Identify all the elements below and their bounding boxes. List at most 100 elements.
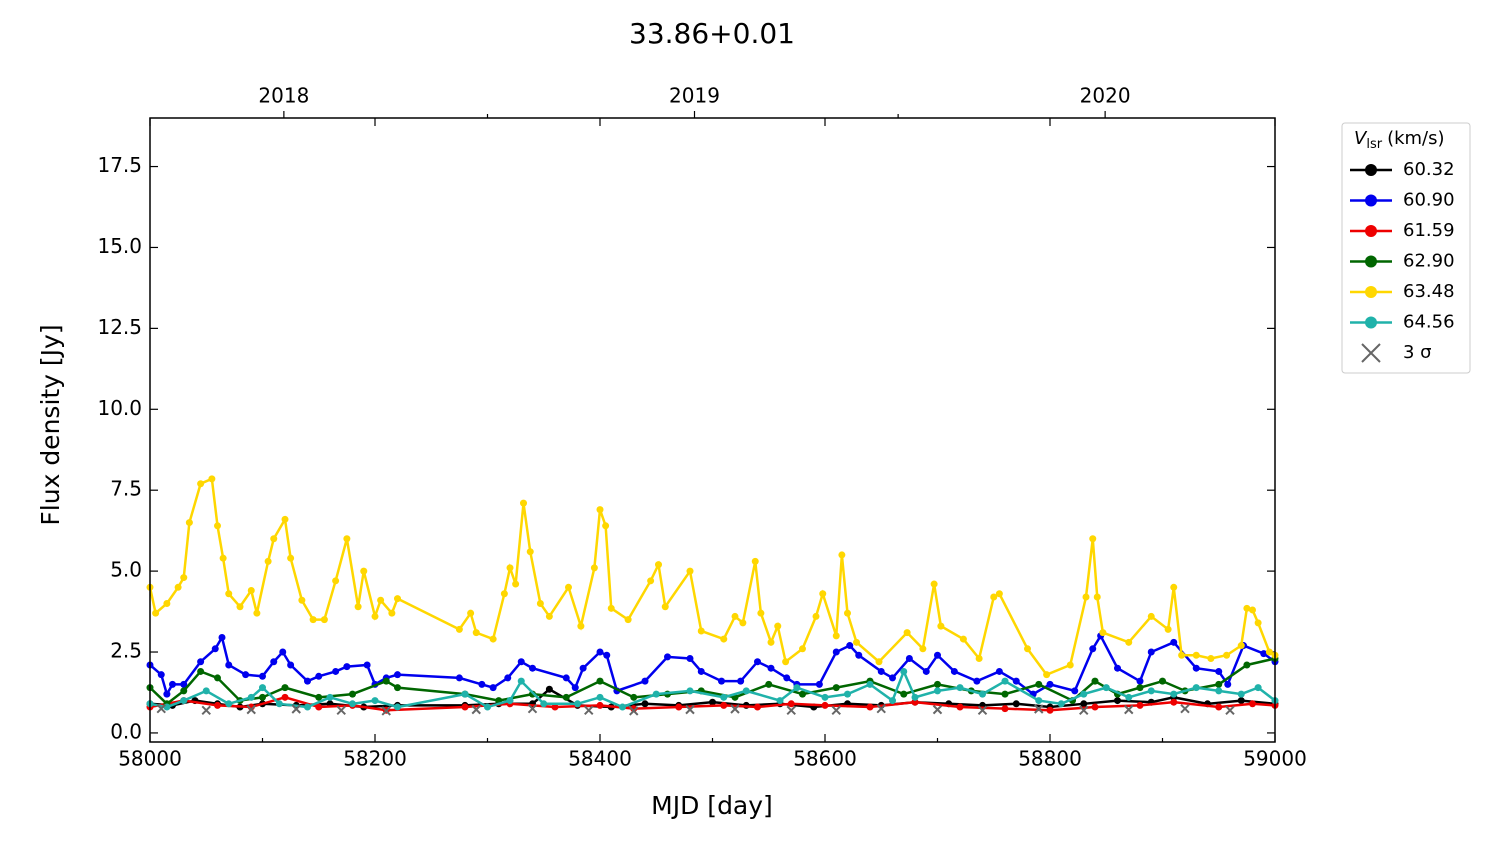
cross-marker (584, 705, 594, 715)
x2-tick-label: 2018 (258, 84, 309, 108)
data-point (1254, 684, 1262, 692)
cross-marker (246, 704, 256, 715)
x-tick-label: 58400 (568, 747, 632, 771)
data-point (866, 680, 874, 688)
data-point (304, 703, 311, 711)
data-point (371, 612, 379, 620)
data-point (751, 557, 759, 565)
data-point (799, 645, 806, 653)
data-point (579, 664, 587, 672)
data-point (1046, 680, 1054, 688)
data-point (1080, 690, 1088, 698)
legend-label: 60.32 (1403, 159, 1455, 180)
data-point (577, 622, 585, 630)
data-point (709, 698, 716, 706)
data-point (1237, 690, 1245, 698)
data-point (259, 684, 266, 692)
cross-marker (730, 704, 740, 714)
data-point (315, 703, 323, 711)
data-point (990, 593, 998, 601)
data-point (877, 667, 885, 675)
data-point (922, 667, 930, 675)
data-point (1147, 687, 1155, 695)
data-point (360, 567, 368, 575)
data-point (1192, 651, 1200, 659)
data-point (596, 506, 604, 514)
data-point (279, 648, 287, 656)
data-point (776, 697, 784, 705)
chart-title: 33.86+0.01 (629, 17, 795, 50)
data-point (281, 515, 289, 523)
data-point (1147, 612, 1155, 620)
data-point (343, 535, 351, 543)
data-point (832, 684, 840, 692)
cross-marker (201, 705, 211, 715)
data-point (504, 674, 512, 682)
data-point (1071, 687, 1079, 695)
data-point (287, 661, 295, 669)
data-point (1159, 677, 1166, 685)
legend-marker (1365, 255, 1377, 268)
data-point (905, 654, 913, 662)
data-point (919, 645, 927, 653)
data-point (259, 672, 266, 680)
data-point (526, 548, 534, 556)
data-point (607, 604, 615, 612)
data-point (163, 690, 171, 698)
cross-marker (527, 703, 538, 714)
data-point (517, 658, 525, 666)
data-point (309, 616, 317, 624)
data-point (720, 693, 728, 701)
data-point (394, 684, 401, 692)
data-point (774, 622, 782, 630)
data-point (225, 700, 233, 708)
data-point (853, 638, 860, 646)
data-point (1091, 677, 1099, 685)
data-point (959, 635, 967, 643)
data-point (259, 693, 266, 701)
data-point (1224, 680, 1232, 688)
data-point (844, 609, 851, 617)
data-point (565, 583, 572, 591)
data-point (590, 564, 598, 572)
data-point (1170, 690, 1178, 698)
data-point (455, 674, 463, 682)
data-point (1164, 625, 1172, 633)
data-point (363, 661, 371, 669)
data-point (846, 642, 854, 650)
data-point (889, 697, 896, 705)
data-point (956, 684, 964, 692)
legend-marker (1365, 164, 1377, 176)
data-point (461, 703, 469, 711)
data-point (1057, 700, 1065, 708)
data-point (461, 690, 469, 698)
y-tick-label: 15.0 (97, 234, 142, 258)
cross-marker (876, 703, 886, 714)
data-point (793, 684, 801, 692)
data-point (197, 667, 205, 675)
legend-marker (1365, 286, 1377, 298)
y-tick-label: 10.0 (97, 396, 142, 420)
cross-marker (1225, 705, 1235, 715)
data-point (934, 687, 941, 695)
data-point (512, 580, 520, 588)
legend-label: 3 σ (1403, 342, 1432, 363)
data-point (208, 475, 216, 483)
data-point (1066, 661, 1074, 669)
data-point (1260, 650, 1268, 658)
data-point (219, 554, 227, 562)
data-point (1243, 661, 1251, 669)
data-point (1170, 698, 1178, 706)
y-tick-label: 5.0 (110, 558, 142, 582)
x-tick-label: 58000 (118, 747, 182, 771)
data-point (596, 677, 604, 685)
data-point (686, 687, 694, 695)
data-point (1192, 664, 1200, 672)
data-point (214, 701, 221, 709)
data-point (1012, 700, 1020, 708)
data-point (731, 612, 739, 620)
data-point (332, 577, 340, 585)
data-point (603, 651, 611, 659)
data-point (562, 693, 570, 701)
data-point (247, 693, 255, 701)
